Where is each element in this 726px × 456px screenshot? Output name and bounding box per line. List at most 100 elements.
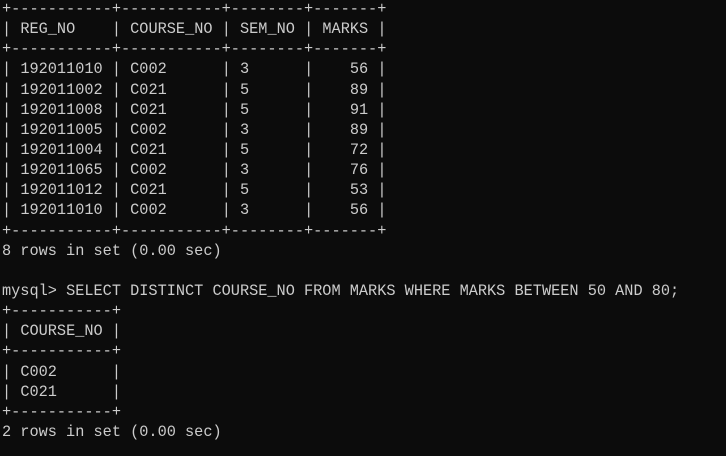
status-text: 8 rows in set (0.00 sec) [2, 241, 222, 260]
result-status: 8 rows in set (0.00 sec) [2, 241, 679, 261]
table-cell: C021 [130, 80, 167, 99]
padding [213, 161, 222, 179]
table-cell: C002 [20, 362, 57, 381]
padding [368, 121, 377, 139]
terminal-output[interactable]: +-----------+-----------+--------+------… [2, 0, 679, 442]
table-cell: 192011010 [20, 201, 103, 220]
separator: | [304, 201, 323, 220]
separator: | [2, 201, 21, 220]
separator: | [304, 60, 323, 79]
column-header: COURSE_NO [20, 322, 103, 341]
padding [322, 181, 349, 199]
padding [249, 201, 295, 219]
separator: | [111, 362, 121, 381]
separator: | [221, 20, 240, 39]
separator: | [221, 80, 240, 99]
padding [103, 81, 112, 99]
column-header: MARKS [322, 20, 369, 39]
padding [213, 101, 222, 119]
column-header: REG_NO [20, 20, 76, 39]
table-cell: 192011008 [20, 100, 103, 119]
padding [322, 81, 349, 99]
table-cell: 5 [240, 181, 250, 200]
padding [103, 121, 112, 139]
separator: | [304, 100, 323, 119]
padding [213, 60, 222, 78]
padding [249, 60, 295, 78]
separator: | [304, 20, 323, 39]
separator: | [111, 80, 131, 99]
table-cell: 5 [240, 100, 250, 119]
padding [322, 101, 349, 119]
separator: | [111, 161, 131, 180]
separator: | [304, 161, 323, 180]
table-cell: C002 [130, 161, 167, 180]
table-cell: 3 [240, 161, 250, 180]
separator: | [221, 161, 240, 180]
table-row: | C002 | [2, 362, 679, 382]
padding [322, 201, 349, 219]
separator: | [111, 201, 131, 220]
padding [167, 81, 213, 99]
table-cell: C021 [130, 100, 167, 119]
separator: | [304, 120, 323, 139]
table-cell: 5 [240, 140, 250, 159]
padding [249, 121, 295, 139]
padding [213, 181, 222, 199]
separator: | [377, 140, 387, 159]
padding [295, 101, 304, 119]
padding [103, 201, 112, 219]
padding [103, 363, 112, 381]
separator: | [377, 161, 387, 180]
padding [167, 60, 213, 78]
padding [103, 101, 112, 119]
table-cell: C002 [130, 201, 167, 220]
padding [103, 383, 112, 401]
padding [322, 121, 349, 139]
table-border: +-----------+-----------+--------+------… [2, 0, 679, 19]
padding [249, 181, 295, 199]
separator: | [2, 362, 21, 381]
column-header: SEM_NO [240, 20, 295, 39]
table-border: +-----------+ [2, 341, 679, 361]
table-cell: 89 [349, 120, 369, 139]
padding [103, 141, 112, 159]
separator: | [221, 181, 240, 200]
table-cell: 5 [240, 80, 250, 99]
separator: | [221, 201, 240, 220]
table-cell: 192011004 [20, 140, 103, 159]
separator: | [111, 100, 131, 119]
separator: | [304, 181, 323, 200]
separator: | [377, 181, 387, 200]
table-row: | 192011002 | C021 | 5 | 89 | [2, 80, 679, 100]
padding [75, 20, 112, 38]
padding [249, 101, 295, 119]
table-cell: 192011010 [20, 60, 103, 79]
separator: | [304, 140, 323, 159]
border-text: +-----------+ [2, 302, 121, 321]
table-border: +-----------+ [2, 402, 679, 422]
padding [368, 101, 377, 119]
separator: | [111, 382, 121, 401]
border-text: +-----------+-----------+--------+------… [2, 0, 387, 18]
padding [249, 161, 295, 179]
table-row: | 192011065 | C002 | 3 | 76 | [2, 160, 679, 180]
padding [295, 161, 304, 179]
separator: | [2, 100, 21, 119]
separator: | [2, 80, 21, 99]
separator: | [377, 60, 387, 79]
result-status: 2 rows in set (0.00 sec) [2, 422, 679, 442]
separator: | [111, 20, 131, 39]
padding [103, 161, 112, 179]
command-line: mysql> SELECT DISTINCT COURSE_NO FROM MA… [2, 281, 679, 301]
separator: | [221, 120, 240, 139]
separator: | [2, 322, 21, 341]
separator: | [304, 80, 323, 99]
separator: | [2, 161, 21, 180]
padding [57, 383, 103, 401]
table-cell: 3 [240, 60, 250, 79]
padding [295, 20, 304, 38]
table-cell: 72 [349, 140, 369, 159]
separator: | [111, 322, 121, 341]
table-cell: 76 [349, 161, 369, 180]
